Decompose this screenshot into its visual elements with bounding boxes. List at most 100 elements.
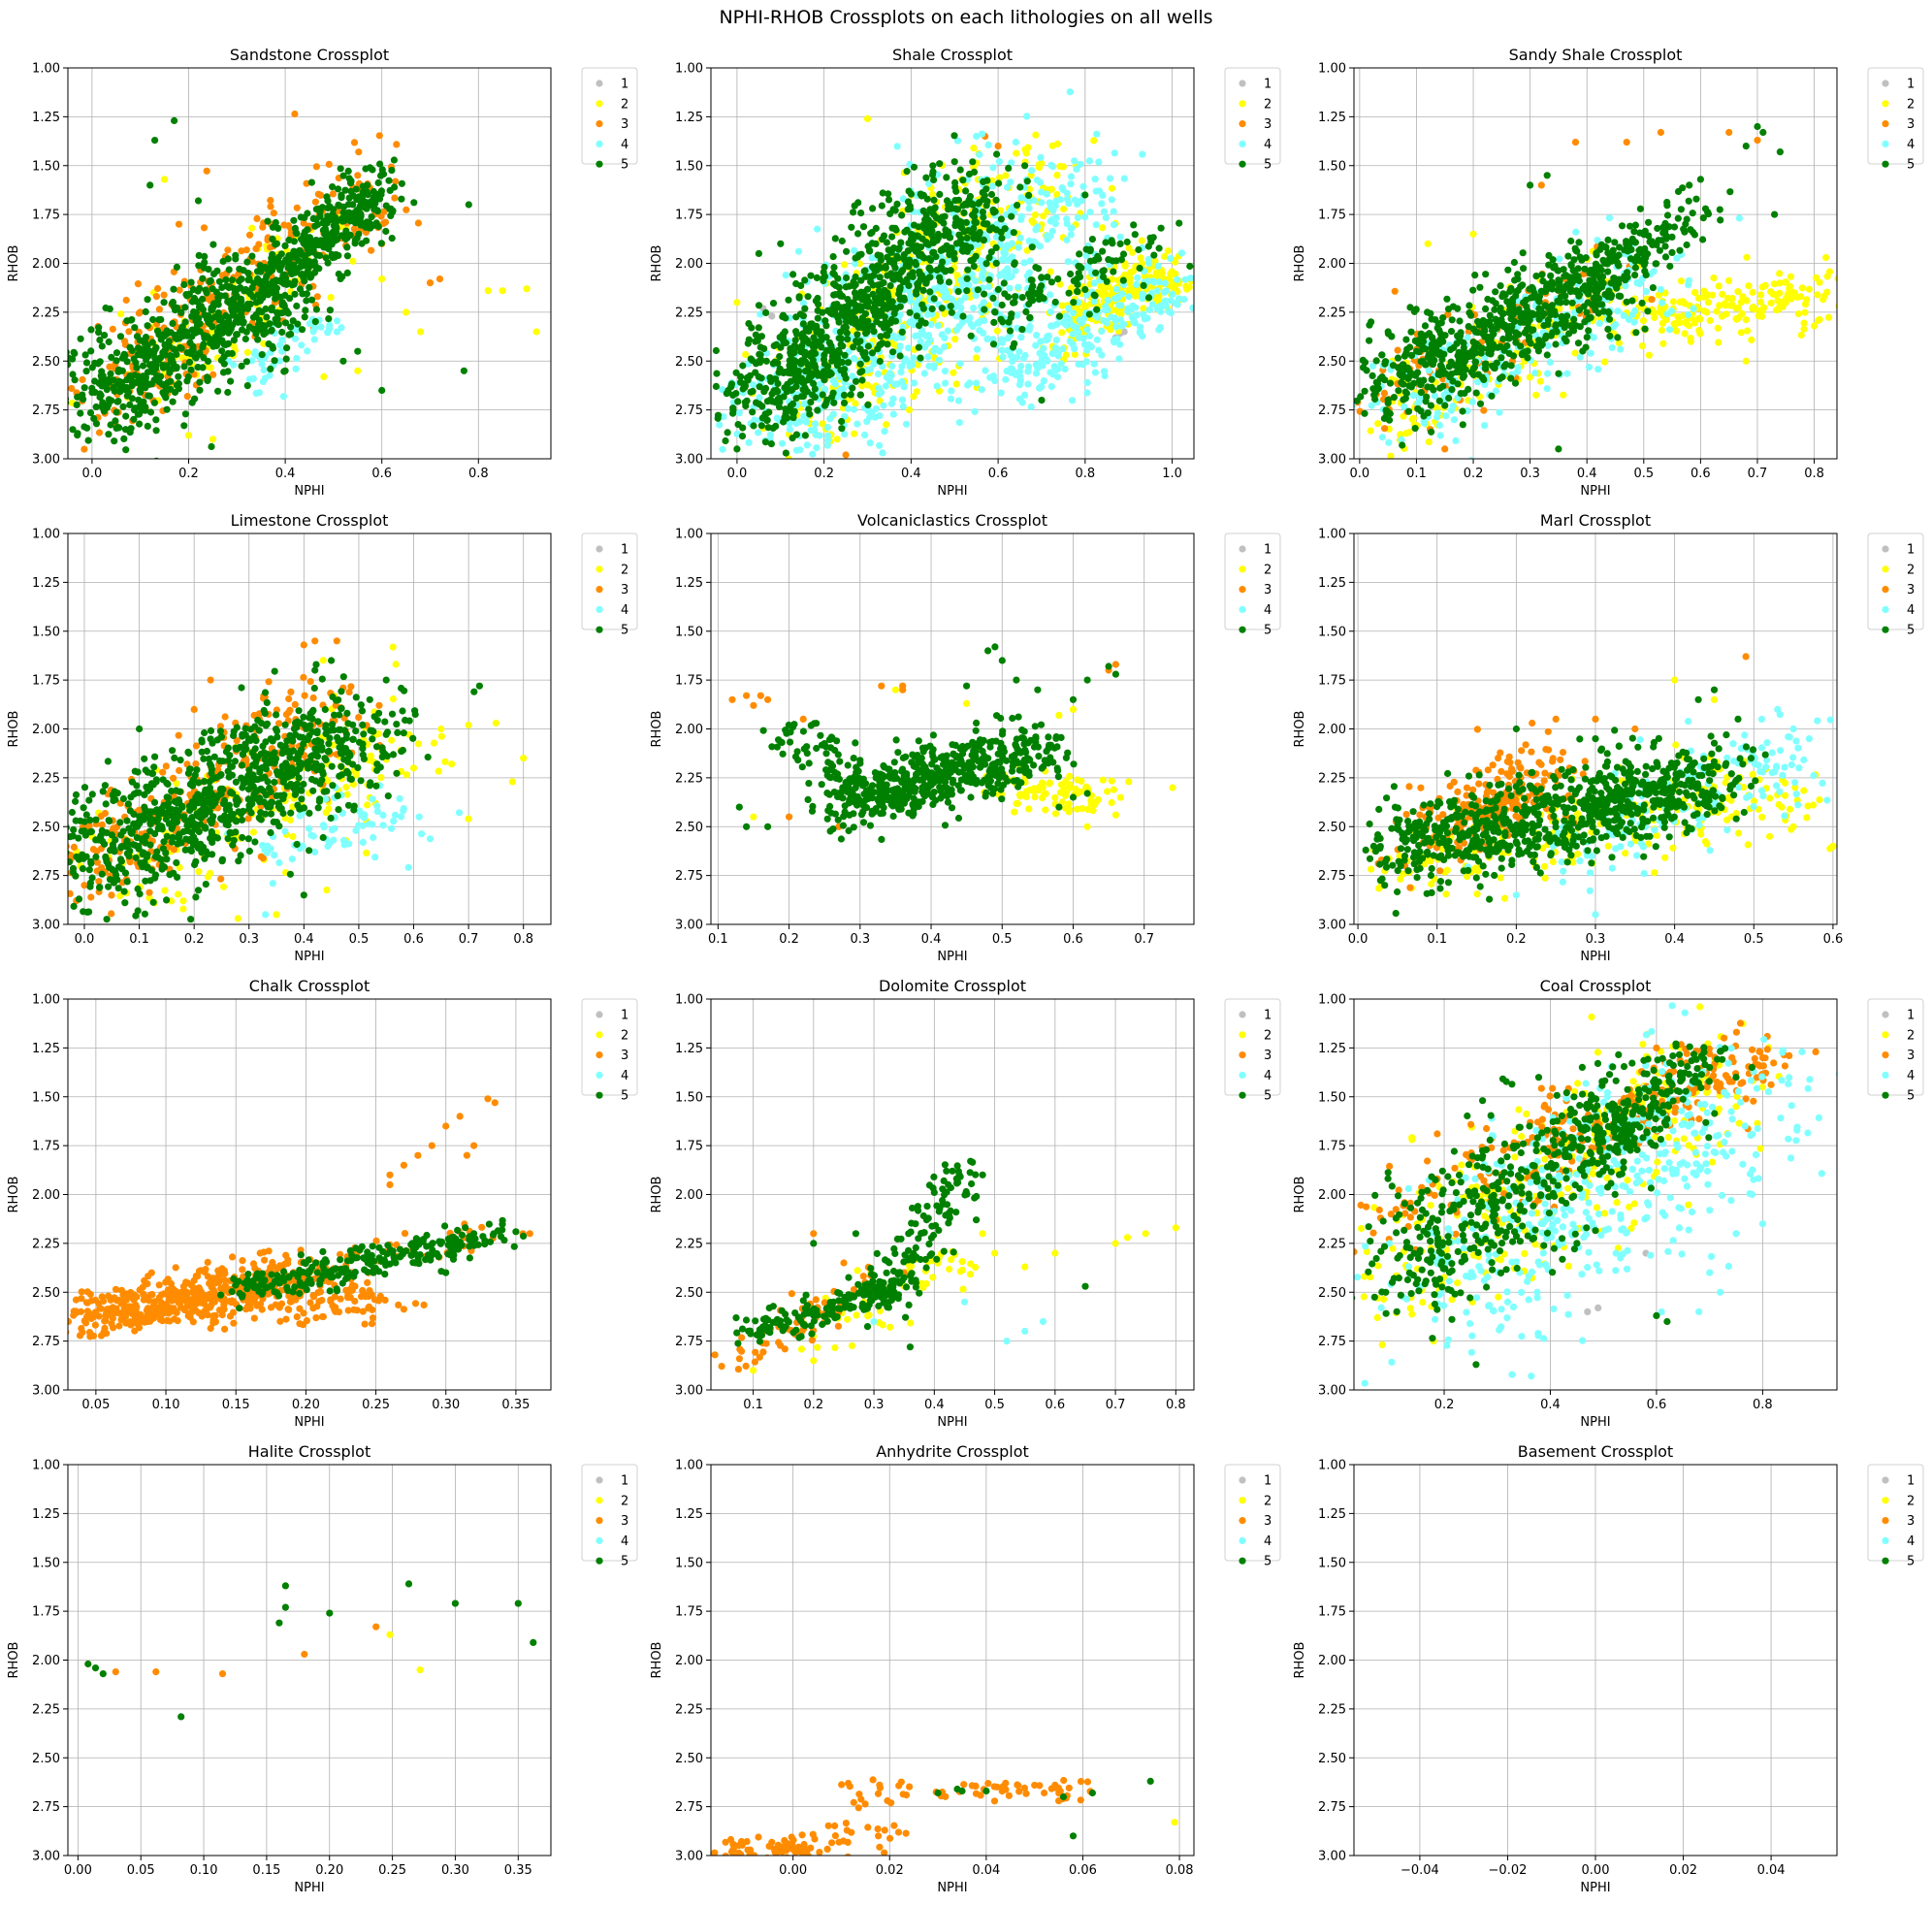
data-point	[269, 223, 276, 231]
data-point	[101, 332, 109, 339]
data-point	[891, 305, 899, 312]
data-point	[713, 370, 721, 377]
y-tick-label: 2.00	[32, 257, 60, 272]
data-point	[1100, 317, 1108, 325]
data-point	[134, 280, 142, 288]
data-point	[952, 326, 961, 334]
data-point	[249, 374, 257, 382]
data-point	[941, 343, 949, 351]
data-point	[1112, 285, 1120, 293]
data-point	[863, 114, 872, 122]
data-point	[392, 178, 400, 185]
data-point	[214, 293, 222, 301]
data-point	[1155, 326, 1163, 334]
data-point	[176, 286, 183, 294]
data-point	[834, 354, 842, 362]
data-point	[341, 186, 349, 194]
data-point	[810, 334, 818, 341]
data-point	[291, 110, 299, 118]
data-point	[761, 384, 770, 392]
data-point	[1040, 344, 1047, 352]
data-point	[1020, 391, 1029, 399]
data-point	[929, 162, 937, 170]
data-point	[799, 312, 808, 320]
data-point	[184, 432, 193, 439]
data-point	[927, 320, 935, 328]
legend-label: 3	[621, 117, 628, 132]
data-point	[1145, 306, 1153, 313]
data-point	[983, 177, 991, 184]
data-point	[132, 359, 140, 367]
data-point	[1032, 131, 1040, 139]
data-point	[888, 233, 896, 241]
data-point	[893, 252, 901, 260]
data-point	[312, 163, 320, 171]
data-point	[880, 402, 887, 409]
data-point	[152, 427, 160, 435]
data-point	[200, 224, 209, 232]
data-point	[113, 408, 120, 416]
data-point	[523, 285, 531, 293]
data-point	[816, 339, 823, 347]
data-point	[250, 279, 258, 287]
data-point	[1043, 190, 1050, 198]
data-point	[1065, 317, 1073, 325]
data-point	[15, 371, 21, 378]
data-point	[822, 400, 830, 407]
data-point	[1047, 382, 1055, 391]
data-point	[196, 349, 204, 357]
data-point	[777, 343, 785, 351]
data-point	[111, 437, 118, 445]
data-point	[906, 256, 914, 264]
data-point	[1755, 312, 1762, 320]
data-point	[857, 276, 865, 284]
data-point	[253, 214, 261, 222]
data-point	[105, 401, 113, 408]
data-point	[87, 326, 95, 334]
data-point	[378, 386, 386, 395]
data-point	[106, 305, 113, 313]
data-point	[1175, 295, 1182, 303]
data-point	[805, 461, 812, 468]
data-point	[1144, 294, 1153, 302]
data-point	[1424, 240, 1432, 247]
data-point	[321, 230, 329, 238]
data-point	[1537, 181, 1545, 189]
data-point	[742, 402, 750, 410]
data-point	[874, 371, 883, 378]
data-point	[724, 429, 731, 436]
x-tick-label: 0.4	[901, 467, 921, 481]
data-point	[105, 431, 113, 438]
data-point	[1085, 310, 1093, 318]
data-point	[380, 208, 388, 215]
data-point	[928, 227, 936, 235]
data-point	[962, 280, 970, 288]
data-point	[877, 256, 886, 264]
legend-label: 5	[1264, 158, 1272, 173]
data-point	[1054, 366, 1062, 373]
data-point	[177, 308, 185, 316]
data-point	[1469, 230, 1477, 238]
data-point	[1714, 324, 1722, 332]
data-point	[69, 355, 77, 363]
data-point	[287, 323, 295, 331]
data-point	[258, 308, 266, 316]
data-point	[1079, 182, 1087, 190]
data-point	[1665, 326, 1674, 334]
data-point	[1794, 309, 1802, 318]
data-point	[1663, 310, 1671, 318]
legend-marker	[1239, 120, 1246, 128]
data-point	[766, 431, 775, 438]
data-point	[776, 353, 784, 361]
data-point	[792, 279, 800, 288]
data-point	[864, 401, 872, 408]
data-point	[1567, 237, 1575, 245]
data-point	[906, 308, 914, 316]
data-point	[938, 305, 946, 312]
data-point	[1648, 296, 1656, 304]
data-point	[925, 362, 933, 370]
data-point	[1800, 319, 1808, 327]
data-point	[1394, 346, 1401, 354]
data-point	[71, 349, 79, 357]
